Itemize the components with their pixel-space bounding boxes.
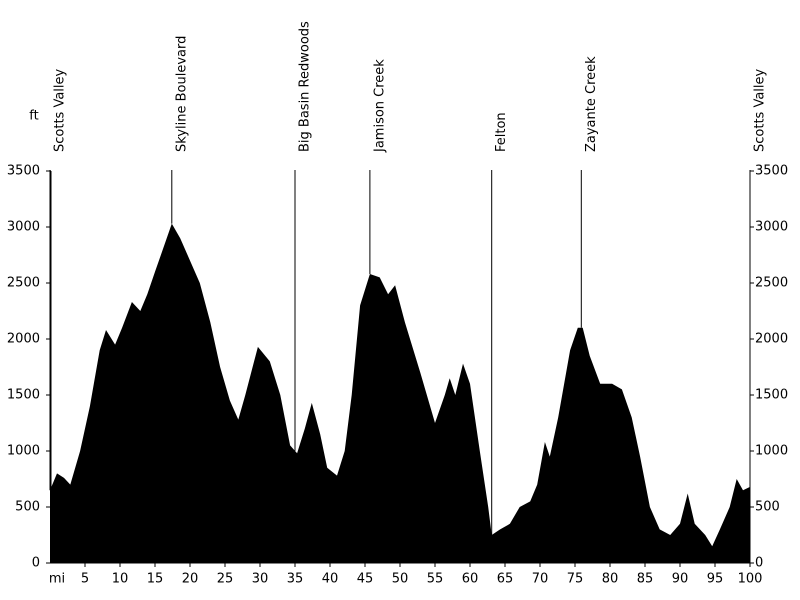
y2-tick-label: 3500 bbox=[755, 164, 788, 179]
y2-tick-label: 2500 bbox=[755, 276, 788, 291]
x-tick-label: 60 bbox=[462, 572, 479, 587]
x-tick-label: 85 bbox=[637, 572, 654, 587]
elevation-area bbox=[50, 223, 750, 563]
y-axis-label: ft bbox=[29, 109, 38, 124]
waypoint-label: Skyline Boulevard bbox=[174, 36, 189, 152]
x-tick-label: 35 bbox=[287, 572, 304, 587]
x-tick-label: 70 bbox=[532, 572, 549, 587]
x-tick-label: 15 bbox=[147, 572, 164, 587]
x-tick-label: 80 bbox=[602, 572, 619, 587]
x-tick-label: 90 bbox=[672, 572, 689, 587]
y-tick-label: 1500 bbox=[7, 388, 40, 403]
x-tick-label: 75 bbox=[567, 572, 584, 587]
y-tick-label: 3500 bbox=[7, 164, 40, 179]
y2-tick-label: 0 bbox=[755, 556, 763, 571]
y2-tick-label: 1500 bbox=[755, 388, 788, 403]
y-tick-label: 3000 bbox=[7, 220, 40, 235]
waypoint-label: Big Basin Redwoods bbox=[298, 21, 313, 152]
waypoint-label: Scotts Valley bbox=[753, 68, 768, 152]
y-tick-label: 1000 bbox=[7, 444, 40, 459]
x-tick-label: 10 bbox=[112, 572, 129, 587]
x-tick-label: 95 bbox=[707, 572, 724, 587]
x-tick-label: 55 bbox=[427, 572, 444, 587]
x-tick-label: 100 bbox=[738, 572, 763, 587]
x-tick-label: 5 bbox=[81, 572, 89, 587]
y-tick-label: 0 bbox=[32, 556, 40, 571]
y2-tick-label: 2000 bbox=[755, 332, 788, 347]
x-tick-label: 45 bbox=[357, 572, 374, 587]
y2-tick-label: 500 bbox=[755, 500, 780, 515]
y-tick-label: 500 bbox=[15, 500, 40, 515]
x-tick-label: 30 bbox=[252, 572, 269, 587]
x-tick-label: 40 bbox=[322, 572, 339, 587]
y-tick-label: 2500 bbox=[7, 276, 40, 291]
y2-tick-label: 1000 bbox=[755, 444, 788, 459]
x-tick-label: 20 bbox=[182, 572, 199, 587]
waypoint-label: Jamison Creek bbox=[372, 59, 387, 153]
waypoint-label: Scotts Valley bbox=[53, 68, 68, 152]
x-axis-label: mi bbox=[49, 572, 65, 587]
x-tick-label: 65 bbox=[497, 572, 514, 587]
waypoint-label: Zayante Creek bbox=[584, 56, 599, 152]
x-tick-label: 25 bbox=[217, 572, 234, 587]
waypoint-label: Felton bbox=[494, 112, 509, 152]
y-tick-label: 2000 bbox=[7, 332, 40, 347]
y2-tick-label: 3000 bbox=[755, 220, 788, 235]
x-tick-label: 50 bbox=[392, 572, 409, 587]
